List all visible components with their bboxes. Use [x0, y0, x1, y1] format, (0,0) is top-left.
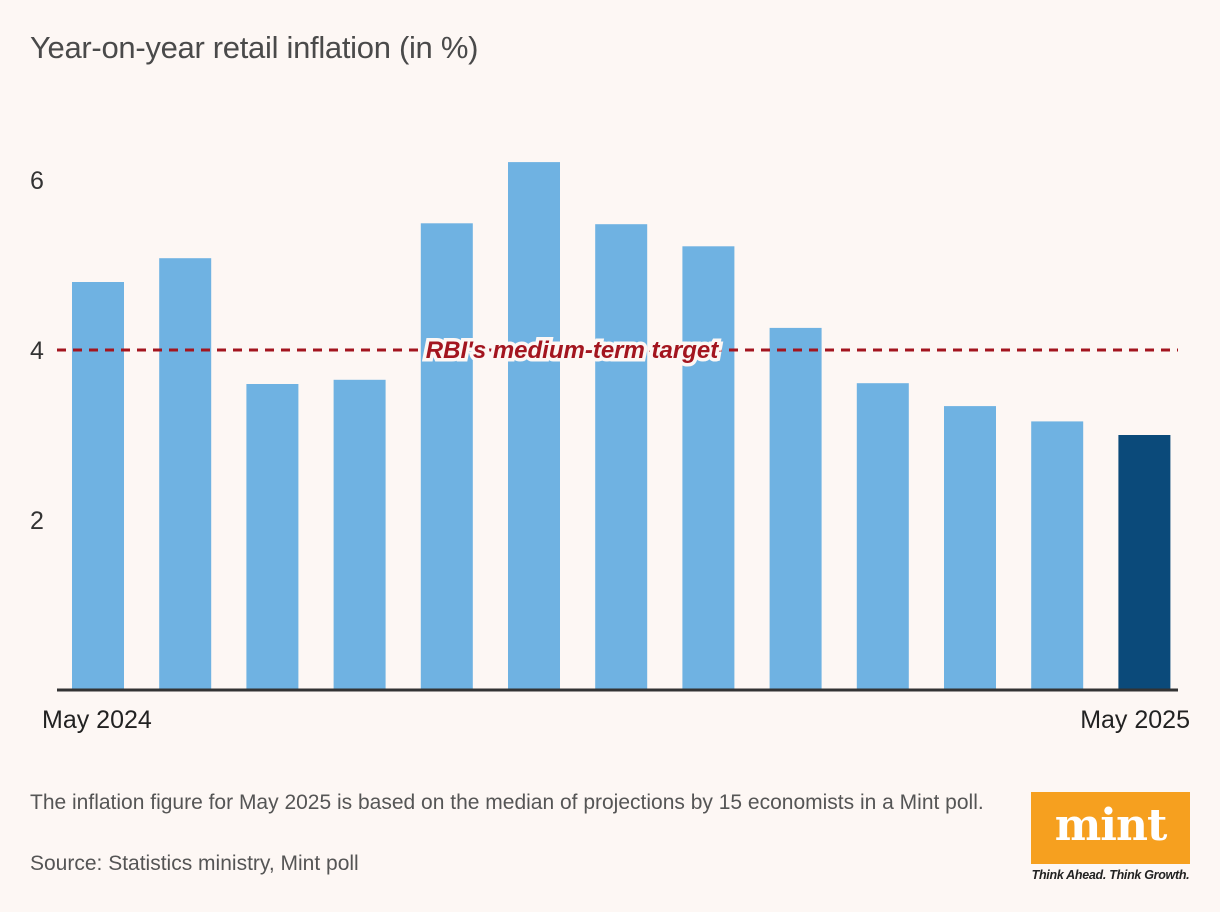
bar-feb-2025	[856, 383, 909, 690]
x-tick-label-last: May 2025	[1080, 706, 1190, 734]
y-tick-label: 6	[30, 167, 44, 195]
bar-dec-2024	[682, 246, 735, 691]
chart-title: Year-on-year retail inflation (in %)	[30, 30, 479, 65]
bar-chart: 2 4 6 RBI's medium-term target	[30, 162, 1178, 692]
source-note: Source: Statistics ministry, Mint poll	[30, 852, 359, 875]
bar-jun-2024	[159, 258, 212, 690]
bar-jan-2025	[769, 327, 822, 690]
y-tick-label: 2	[30, 507, 44, 535]
x-tick-label-first: May 2024	[42, 706, 152, 734]
target-line-label: RBI's medium-term target	[426, 337, 719, 364]
bar-may-2025	[1118, 435, 1171, 690]
bar-apr-2025	[1031, 421, 1084, 690]
bar-may-2024	[72, 282, 124, 690]
mint-logo: mint	[1031, 792, 1190, 864]
bar-jul-2024	[246, 384, 299, 690]
bar-oct-2024	[508, 162, 560, 691]
bar-sep-2024	[420, 223, 473, 691]
bar-mar-2025	[944, 406, 996, 690]
logo-tagline: Think Ahead. Think Growth.	[1031, 868, 1190, 882]
y-tick-label: 4	[30, 337, 44, 365]
bar-nov-2024	[595, 224, 648, 690]
bar-aug-2024	[333, 379, 386, 691]
footnote: The inflation figure for May 2025 is bas…	[30, 791, 984, 814]
